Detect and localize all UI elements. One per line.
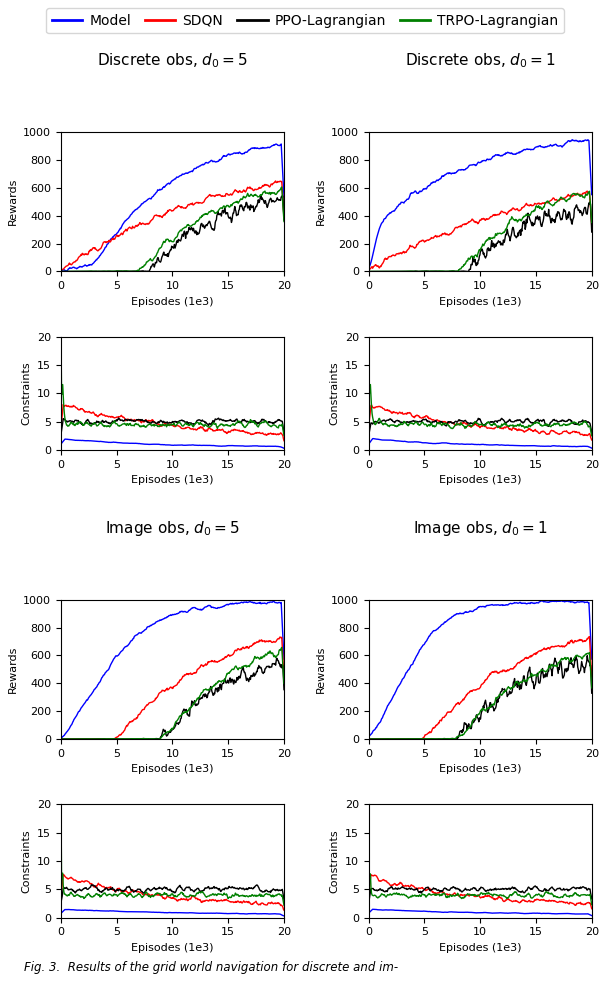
X-axis label: Episodes (1e3): Episodes (1e3) bbox=[131, 942, 214, 953]
Text: Fig. 3.  Results of the grid world navigation for discrete and im-: Fig. 3. Results of the grid world naviga… bbox=[24, 961, 398, 974]
Y-axis label: Rewards: Rewards bbox=[315, 646, 326, 693]
Y-axis label: Rewards: Rewards bbox=[8, 178, 18, 225]
X-axis label: Episodes (1e3): Episodes (1e3) bbox=[439, 765, 522, 775]
Y-axis label: Constraints: Constraints bbox=[329, 829, 339, 893]
Y-axis label: Constraints: Constraints bbox=[329, 361, 339, 426]
X-axis label: Episodes (1e3): Episodes (1e3) bbox=[131, 475, 214, 485]
X-axis label: Episodes (1e3): Episodes (1e3) bbox=[439, 475, 522, 485]
Legend: Model, SDQN, PPO-Lagrangian, TRPO-Lagrangian: Model, SDQN, PPO-Lagrangian, TRPO-Lagran… bbox=[46, 8, 564, 34]
Y-axis label: Constraints: Constraints bbox=[21, 361, 32, 426]
X-axis label: Episodes (1e3): Episodes (1e3) bbox=[439, 942, 522, 953]
Text: Discrete obs, $d_0 = 5$: Discrete obs, $d_0 = 5$ bbox=[97, 52, 248, 70]
Text: Discrete obs, $d_0 = 1$: Discrete obs, $d_0 = 1$ bbox=[405, 52, 556, 70]
X-axis label: Episodes (1e3): Episodes (1e3) bbox=[131, 765, 214, 775]
Text: Image obs, $d_0 = 1$: Image obs, $d_0 = 1$ bbox=[413, 519, 548, 538]
Text: Image obs, $d_0 = 5$: Image obs, $d_0 = 5$ bbox=[105, 519, 240, 538]
X-axis label: Episodes (1e3): Episodes (1e3) bbox=[439, 297, 522, 307]
X-axis label: Episodes (1e3): Episodes (1e3) bbox=[131, 297, 214, 307]
Y-axis label: Rewards: Rewards bbox=[315, 178, 326, 225]
Y-axis label: Constraints: Constraints bbox=[21, 829, 32, 893]
Y-axis label: Rewards: Rewards bbox=[8, 646, 18, 693]
